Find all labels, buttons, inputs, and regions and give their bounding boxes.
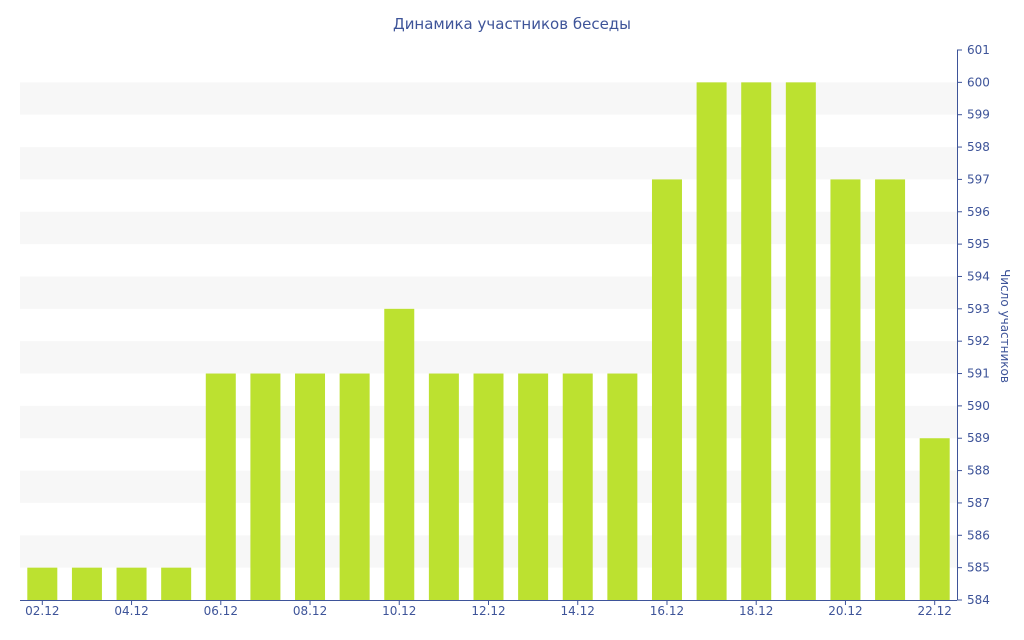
x-tick-label: 10.12 (382, 604, 416, 618)
y-tick-label: 600 (967, 75, 990, 89)
y-tick-label: 594 (967, 269, 990, 283)
y-tick-label: 591 (967, 367, 990, 381)
bar-18.12 (741, 82, 772, 600)
grid-band (20, 276, 957, 309)
bar-19.12 (785, 82, 816, 600)
bar-22.12 (919, 438, 950, 600)
bar-16.12 (651, 179, 682, 601)
y-tick-label: 592 (967, 334, 990, 348)
bar-07.12 (250, 373, 281, 600)
x-tick-label: 20.12 (828, 604, 862, 618)
y-tick-label: 585 (967, 561, 990, 575)
y-tick-label: 589 (967, 431, 990, 445)
bar-20.12 (830, 179, 861, 601)
grid-band (20, 211, 957, 245)
x-tick-label: 16.12 (650, 604, 684, 618)
y-tick-label: 593 (967, 302, 990, 316)
y-tick-label: 584 (967, 593, 990, 607)
x-tick-label: 02.12 (25, 604, 59, 618)
x-tick-label: 18.12 (739, 604, 773, 618)
grid-band (20, 82, 957, 115)
bar-15.12 (607, 373, 638, 600)
y-axis-title: Число участников (998, 269, 1012, 383)
bar-21.12 (875, 179, 906, 601)
bar-04.12 (116, 567, 147, 600)
y-tick-label: 597 (967, 172, 990, 186)
bar-02.12 (27, 567, 58, 600)
bar-10.12 (384, 308, 415, 600)
x-axis-ticks: 02.12 04.12 06.12 08.12 10.12 12.12 14.12 16.12… (25, 600, 952, 618)
y-axis-ticks: 584 585 586 587 588 589 590 591 592 593 594 595 596 5… (957, 43, 990, 607)
bar-13.12 (518, 373, 549, 600)
y-tick-label: 590 (967, 399, 990, 413)
chart-title: Динамика участников беседы (393, 15, 631, 33)
bar-03.12 (71, 567, 102, 600)
y-tick-label: 595 (967, 237, 990, 251)
y-tick-label: 599 (967, 108, 990, 122)
y-tick-label: 601 (967, 43, 990, 57)
y-tick-label: 588 (967, 464, 990, 478)
bar-09.12 (339, 373, 370, 600)
y-tick-label: 596 (967, 205, 990, 219)
x-tick-label: 06.12 (204, 604, 238, 618)
x-tick-label: 08.12 (293, 604, 327, 618)
y-tick-label: 586 (967, 528, 990, 542)
x-tick-label: 14.12 (561, 604, 595, 618)
grid-band (20, 341, 957, 374)
bar-17.12 (696, 82, 727, 600)
grid-band (20, 147, 957, 180)
bar-06.12 (205, 373, 236, 600)
bar-08.12 (295, 373, 326, 600)
y-tick-label: 598 (967, 140, 990, 154)
x-tick-label: 12.12 (471, 604, 505, 618)
x-tick-label: 22.12 (918, 604, 952, 618)
bar-11.12 (428, 373, 459, 600)
bar-14.12 (562, 373, 593, 600)
y-tick-label: 587 (967, 496, 990, 510)
x-tick-label: 04.12 (114, 604, 148, 618)
bars (27, 82, 950, 601)
bar-05.12 (161, 567, 192, 600)
bar-12.12 (473, 373, 504, 600)
